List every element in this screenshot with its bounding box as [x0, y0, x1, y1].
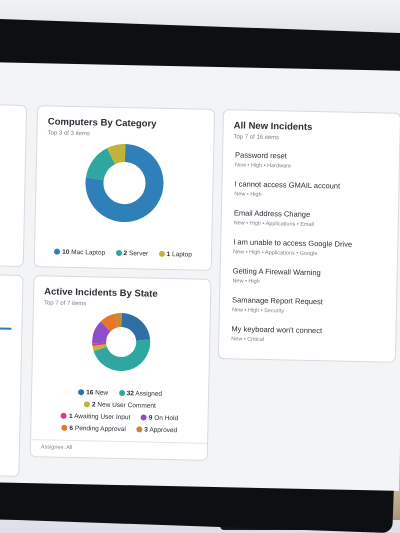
legend-dot — [61, 425, 67, 431]
incident-meta: New • High • Hardware — [235, 162, 291, 169]
legend-item-approved: 3 Approved — [136, 426, 177, 434]
assignee-filter[interactable]: Assignee: All — [41, 444, 73, 451]
all-new-incidents-card[interactable]: All New Incidents Top 7 of 16 items Pass… — [218, 109, 400, 363]
card-title: Active Incidents By State — [44, 286, 158, 299]
incident-meta: New • High • Applications • Google — [233, 249, 352, 257]
incident-title[interactable]: Email Address Change — [234, 208, 315, 219]
donut-slice-pending-approval[interactable] — [105, 321, 115, 327]
incident-title[interactable]: Samanage Report Request — [232, 295, 323, 306]
donut-slice-new[interactable] — [121, 320, 143, 340]
left-card-partial-top — [0, 104, 27, 267]
legend-dot — [159, 251, 165, 257]
incident-meta: New • High — [232, 278, 320, 286]
card-footer: Assignee: All — [31, 439, 207, 460]
incident-meta: New • High — [234, 191, 340, 199]
legend-item-pending-approval: 6 Pending Approval — [61, 425, 126, 433]
computers-legend: 10 Mac Laptop 2 Server 1 Laptop — [35, 240, 211, 262]
computers-donut-chart — [35, 136, 213, 240]
left-card-partial-bottom — [0, 274, 24, 477]
donut-slice-assigned[interactable] — [100, 339, 143, 364]
donut-slice-new-user-comment[interactable] — [99, 345, 100, 349]
legend-dot — [116, 250, 122, 256]
donut-slice-laptop[interactable] — [111, 153, 125, 157]
incident-title[interactable]: I am unable to access Google Drive — [233, 237, 352, 248]
incident-meta: New • High • Security — [232, 307, 323, 315]
card-title: All New Incidents — [234, 120, 313, 133]
donut-slice-server[interactable] — [95, 156, 111, 179]
donut-slice-on-hold[interactable] — [99, 327, 105, 344]
incident-title[interactable]: Getting A Firewall Warning — [233, 266, 321, 277]
card-subtitle: Top 7 of 16 items — [233, 134, 279, 141]
incident-meta: New • High • Applications • Email — [234, 220, 314, 228]
legend-item-laptop: 1 Laptop — [159, 251, 192, 259]
incident-meta: New • Critical — [231, 336, 322, 344]
legend-item-mac-laptop: 10 Mac Laptop — [54, 249, 105, 257]
legend-dot — [54, 249, 60, 255]
trend-line — [0, 327, 11, 330]
incident-title[interactable]: I cannot access GMAIL account — [234, 179, 340, 190]
donut-slice-approved[interactable] — [116, 320, 122, 321]
active-incidents-by-state-card[interactable]: Active Incidents By State Top 7 of 7 ite… — [30, 275, 212, 461]
list-item[interactable]: Password reset New • High • Hardware — [235, 150, 291, 169]
incidents-donut-chart — [32, 306, 209, 380]
incident-title[interactable]: Password reset — [235, 150, 291, 160]
dashboard-screen: Computers By Category Top 3 of 3 items 1… — [0, 62, 400, 491]
incidents-legend-row-4: 6 Pending Approval 3 Approved — [31, 416, 207, 438]
legend-item-server: 2 Server — [115, 250, 148, 258]
incident-title[interactable]: My keyboard won't connect — [231, 324, 322, 335]
computers-by-category-card[interactable]: Computers By Category Top 3 of 3 items 1… — [34, 105, 215, 271]
legend-dot — [136, 427, 142, 433]
card-title: Computers By Category — [48, 116, 157, 129]
